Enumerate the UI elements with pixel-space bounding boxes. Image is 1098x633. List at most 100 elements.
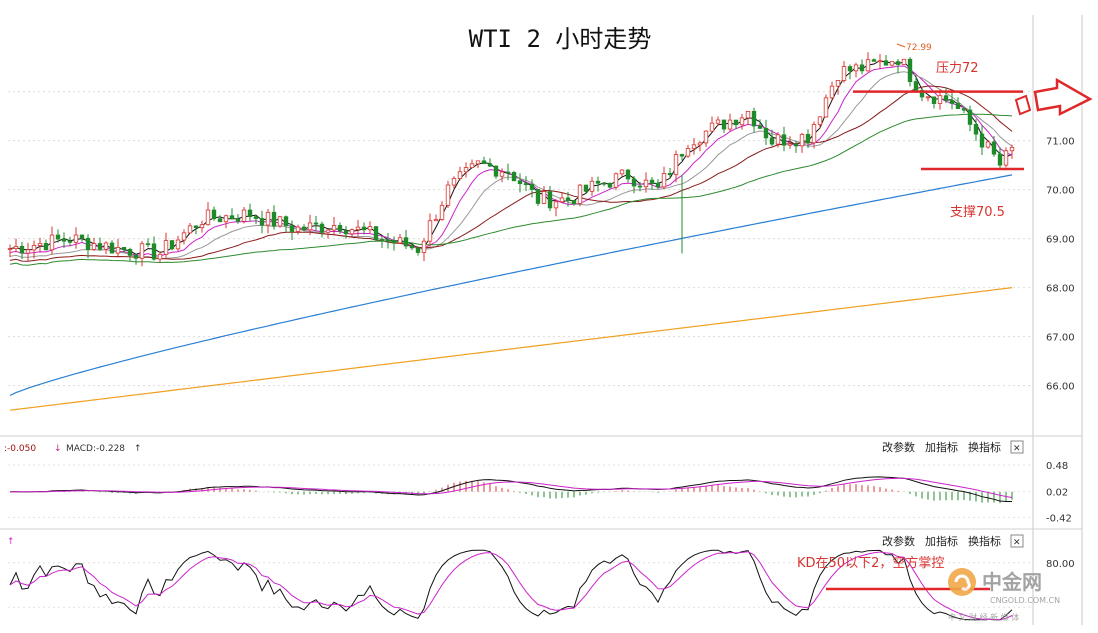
candle-body xyxy=(421,240,427,253)
candle-body xyxy=(949,100,955,104)
candle-body xyxy=(859,64,865,72)
candle-body xyxy=(985,141,991,148)
candle-body xyxy=(805,133,811,144)
candle-body xyxy=(169,240,175,250)
candle-body xyxy=(799,133,805,147)
candle-body xyxy=(967,109,973,125)
candle-body xyxy=(637,185,643,188)
candle-body xyxy=(409,245,415,249)
candle-body xyxy=(307,222,313,231)
candle-body xyxy=(163,240,169,255)
macd-btn-add[interactable]: 加指标 xyxy=(925,440,958,454)
candle-body xyxy=(691,144,697,149)
candle-body xyxy=(487,163,493,167)
candle-body xyxy=(19,246,25,254)
arrow-small-icon xyxy=(1014,94,1032,116)
macd-line xyxy=(10,477,1013,498)
chart-title: WTI 2 小时走势 xyxy=(469,25,652,53)
moving-average-lines xyxy=(9,60,1013,411)
candle-body xyxy=(85,237,91,250)
candle-body xyxy=(679,154,685,157)
kd-btn-switch[interactable]: 换指标 xyxy=(968,534,1001,548)
candle-body xyxy=(997,153,1003,166)
candle-body xyxy=(901,58,907,65)
watermark-logo-swirl xyxy=(954,574,971,591)
candle-body xyxy=(319,223,325,233)
candle-body xyxy=(787,143,793,146)
candle-body xyxy=(667,173,673,176)
candle-body xyxy=(883,60,889,66)
candle-body xyxy=(571,200,577,204)
candle-body xyxy=(451,178,457,186)
candle-body xyxy=(697,142,703,146)
candle-body xyxy=(709,122,715,132)
grid xyxy=(8,91,1033,608)
candle-body xyxy=(103,242,109,250)
candle-body xyxy=(907,58,913,82)
candle-body xyxy=(781,134,787,146)
candle-body xyxy=(841,66,847,81)
candle-body xyxy=(193,225,199,229)
y-tick-label: 66.00 xyxy=(1046,382,1075,393)
ma-line xyxy=(9,113,1013,266)
candle-body xyxy=(961,108,967,111)
candle-body xyxy=(403,237,409,247)
candle-body xyxy=(685,148,691,157)
candle-body xyxy=(385,239,391,242)
candle-body xyxy=(511,172,517,182)
candle-body xyxy=(619,169,625,175)
macd-lines xyxy=(9,476,1013,502)
candle-body xyxy=(7,248,13,250)
kd-btn-params[interactable]: 改参数 xyxy=(882,534,915,548)
candle-body xyxy=(793,143,799,147)
kd-btn-add[interactable]: 加指标 xyxy=(925,534,958,548)
candle-body xyxy=(931,96,937,104)
y-axis-main: 71.00 70.00 69.00 68.00 67.00 66.00 xyxy=(1046,137,1075,393)
candle-body xyxy=(595,180,601,184)
ma-line xyxy=(9,287,1013,411)
candle-body xyxy=(559,197,565,203)
ma-line xyxy=(9,85,1013,262)
candle-body xyxy=(847,66,853,72)
candle-body xyxy=(391,239,397,244)
candle-body xyxy=(355,226,361,231)
candle-body xyxy=(361,226,367,231)
y-tick-label: 71.00 xyxy=(1046,137,1075,148)
ma-line xyxy=(9,71,1013,260)
candle-body xyxy=(31,245,37,251)
candle-body xyxy=(343,230,349,235)
candle-body xyxy=(583,184,589,192)
candle-body xyxy=(277,216,283,227)
candle-body xyxy=(649,179,655,184)
candle-body xyxy=(55,234,61,240)
y-tick-label: 70.00 xyxy=(1046,186,1075,197)
candle-body xyxy=(397,237,403,244)
candle-body xyxy=(373,226,379,240)
macd-btn-switch[interactable]: 换指标 xyxy=(968,440,1001,454)
candle-body xyxy=(499,171,505,177)
macd-btn-params[interactable]: 改参数 xyxy=(882,440,915,454)
y-axis-macd: 0.48 0.02 -0.42 xyxy=(1046,461,1072,524)
candle-body xyxy=(523,183,529,185)
macd-close-button[interactable] xyxy=(1010,440,1024,454)
candle-body xyxy=(295,226,301,232)
candle-body xyxy=(673,154,679,176)
candle-body xyxy=(151,243,157,260)
candle-body xyxy=(349,229,355,235)
candle-body xyxy=(199,224,205,229)
candle-body xyxy=(763,127,769,139)
candle-body xyxy=(379,239,385,241)
candle-body xyxy=(865,59,871,72)
candle-body xyxy=(925,96,931,99)
macd-up-arrow-icon: ↑ xyxy=(134,444,142,454)
resistance-label: 压力72 xyxy=(936,61,979,76)
candle-body xyxy=(733,119,739,126)
candle-body xyxy=(415,247,421,253)
candle-body xyxy=(13,246,19,249)
candle-body xyxy=(127,248,133,256)
candle-body xyxy=(133,254,139,259)
candle-body xyxy=(43,243,49,251)
candle-body xyxy=(643,179,649,188)
kd-close-button[interactable] xyxy=(1010,534,1024,548)
candle-body xyxy=(157,253,163,260)
